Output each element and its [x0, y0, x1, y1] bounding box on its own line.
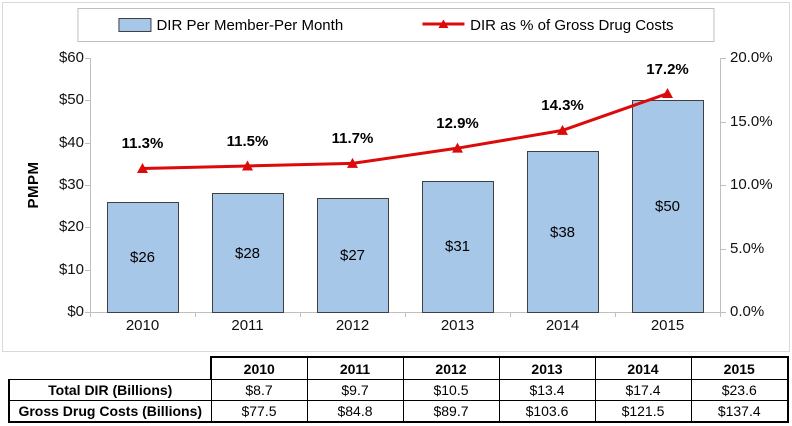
table-cell: $23.6: [690, 379, 789, 401]
left-axis-tick-label: $50: [58, 91, 84, 109]
table-cell: $84.8: [306, 400, 404, 423]
line-value-label: 14.3%: [541, 97, 584, 115]
right-axis-tick-mark: [721, 312, 726, 313]
x-axis-tick-mark: [510, 312, 511, 317]
x-axis-tick-mark: [720, 312, 721, 317]
legend-item-bar-series: DIR Per Member-Per Month: [118, 17, 343, 34]
data-table: 2010 2011 2012 2013 2014 2015 Total DIR (Billi…: [8, 356, 789, 423]
x-axis-tick-mark: [195, 312, 196, 317]
bar-2012: $27: [316, 197, 389, 313]
x-axis-category-label: 2014: [545, 317, 580, 334]
line-value-label: 17.2%: [646, 60, 689, 78]
right-axis-tick-mark: [721, 185, 726, 186]
left-axis-tick-label: $20: [58, 218, 84, 236]
line-point-marker: [347, 157, 358, 168]
right-axis-tick-mark: [721, 248, 726, 250]
left-axis-tick-label: $60: [58, 49, 84, 66]
bar-2014: $38: [526, 151, 599, 313]
table-year-header: 2011: [306, 356, 404, 380]
left-axis-tick-mark: [85, 142, 90, 144]
left-axis-tick-mark: [85, 185, 90, 186]
table-cell: $121.5: [594, 400, 692, 423]
x-axis-category-label: 2010: [125, 317, 160, 334]
line-point-marker: [557, 124, 568, 135]
line-point-marker: [242, 160, 253, 171]
bar-series-swatch-icon: [118, 18, 152, 32]
left-axis-line: [90, 58, 91, 312]
table-row: Total DIR (Billions) $8.7 $9.7 $10.5 $13.4 $1…: [8, 379, 789, 401]
legend-item-line-series: DIR as % of Gross Drug Costs: [421, 16, 674, 34]
x-axis-tick-mark: [90, 312, 91, 317]
bar-2011: $28: [211, 193, 284, 313]
bar-value-label: $27: [339, 246, 366, 264]
right-axis-tick-mark: [721, 121, 726, 123]
bar-value-label: $50: [654, 198, 681, 216]
right-axis-tick-label: 5.0%: [730, 239, 765, 257]
left-axis-tick-mark: [85, 227, 90, 229]
chart-legend: DIR Per Member-Per Month DIR as % of Gro…: [77, 8, 715, 42]
x-axis-category-label: 2013: [440, 317, 475, 334]
line-point-marker: [137, 162, 148, 173]
table-cell: $10.5: [402, 379, 500, 401]
legend-bar-label: DIR Per Member-Per Month: [156, 16, 344, 34]
line-point-marker: [452, 142, 463, 153]
x-axis-category-label: 2015: [650, 317, 685, 334]
table-row: Gross Drug Costs (Billions) $77.5 $84.8 $89…: [8, 400, 789, 423]
right-axis-tick-label: 10.0%: [730, 176, 773, 193]
right-axis-tick-label: 0.0%: [730, 303, 765, 320]
left-axis-tick-label: $40: [58, 133, 84, 151]
right-axis-tick-label: 20.0%: [730, 49, 773, 66]
table-cell: $17.4: [594, 379, 692, 401]
right-axis-tick-mark: [721, 58, 726, 59]
bar-value-label: $28: [234, 244, 261, 262]
table-corner-cell: [9, 357, 211, 380]
line-value-label: 12.9%: [436, 115, 479, 133]
right-axis-tick-label: 15.0%: [730, 112, 773, 130]
line-value-label: 11.7%: [331, 130, 374, 148]
x-axis-tick-mark: [615, 312, 616, 317]
bar-value-label: $38: [549, 223, 576, 241]
line-series-svg: [137, 88, 673, 173]
table-cell: $9.7: [306, 379, 404, 401]
left-axis-tick-label: $0: [67, 303, 84, 320]
left-axis-tick-mark: [85, 312, 90, 313]
left-axis-tick-label: $30: [58, 176, 84, 193]
table-cell: $8.7: [210, 379, 308, 401]
left-axis-tick-mark: [85, 100, 90, 102]
legend-line-label: DIR as % of Gross Drug Costs: [470, 16, 674, 34]
table-year-header: 2015: [690, 356, 789, 380]
line-point-marker: [662, 88, 673, 99]
table-cell: $103.6: [498, 400, 596, 423]
bar-2015: $50: [631, 100, 704, 313]
line-series-path: [142, 92, 668, 170]
table-row-label: Total DIR (Billions): [8, 379, 212, 401]
table-cell: $137.4: [690, 400, 789, 423]
table-header-row: 2010 2011 2012 2013 2014 2015: [9, 356, 789, 380]
table-row-label: Gross Drug Costs (Billions): [8, 400, 212, 423]
x-axis-tick-mark: [300, 312, 301, 317]
table-cell: $77.5: [210, 400, 308, 423]
x-axis-tick-mark: [405, 312, 406, 317]
table-year-header: 2014: [594, 356, 692, 380]
bar-2013: $31: [421, 180, 494, 313]
table-year-header: 2012: [402, 356, 500, 380]
left-axis-tick-label: $10: [58, 260, 84, 278]
left-axis-tick-mark: [85, 269, 90, 271]
x-axis-category-label: 2011: [231, 317, 264, 334]
table-cell: $13.4: [498, 379, 596, 401]
table-cell: $89.7: [402, 400, 500, 423]
left-axis-tick-mark: [85, 58, 90, 59]
line-value-label: 11.3%: [121, 135, 164, 153]
line-value-label: 11.5%: [226, 132, 269, 150]
bar-value-label: $31: [444, 238, 471, 256]
line-series-swatch-icon: [421, 17, 465, 34]
table-year-header: 2010: [210, 356, 308, 380]
bar-value-label: $26: [129, 248, 156, 266]
right-axis-line: [720, 58, 721, 312]
bar-2010: $26: [106, 201, 179, 313]
x-axis-category-label: 2012: [335, 317, 370, 334]
table-year-header: 2013: [498, 356, 596, 380]
